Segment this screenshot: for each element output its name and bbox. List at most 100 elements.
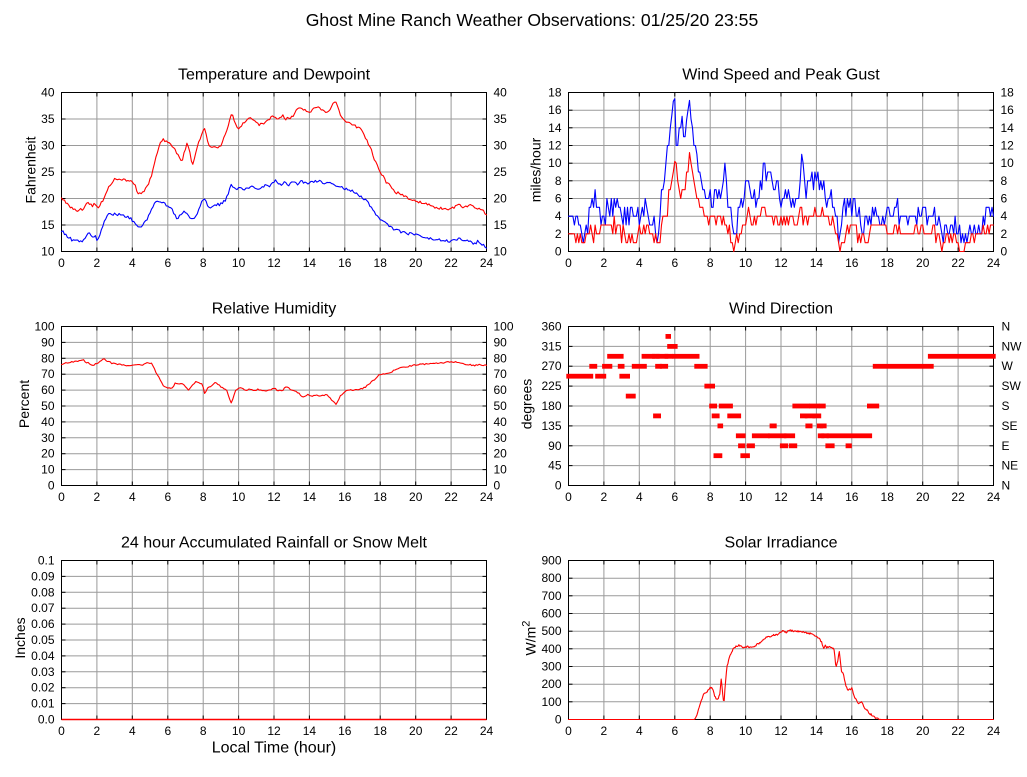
svg-text:0: 0	[555, 713, 562, 727]
svg-text:Local Time (hour): Local Time (hour)	[212, 740, 337, 757]
svg-text:14: 14	[303, 256, 317, 270]
svg-text:W: W	[1002, 359, 1014, 373]
svg-text:0: 0	[48, 479, 55, 493]
svg-text:12: 12	[267, 490, 281, 504]
svg-text:35: 35	[41, 112, 55, 126]
svg-text:SW: SW	[1002, 379, 1022, 393]
svg-text:22: 22	[951, 256, 965, 270]
svg-text:0.06: 0.06	[31, 617, 55, 631]
svg-text:90: 90	[41, 335, 55, 349]
svg-text:Percent: Percent	[16, 380, 32, 428]
svg-text:10: 10	[494, 463, 508, 477]
svg-text:8: 8	[707, 490, 714, 504]
svg-text:60: 60	[494, 383, 508, 397]
svg-text:18: 18	[881, 724, 895, 738]
svg-text:20: 20	[409, 490, 423, 504]
svg-text:90: 90	[494, 335, 508, 349]
svg-text:24: 24	[480, 724, 494, 738]
svg-text:20: 20	[916, 490, 930, 504]
svg-text:16: 16	[338, 256, 352, 270]
svg-text:12: 12	[267, 724, 281, 738]
svg-text:50: 50	[494, 399, 508, 413]
svg-text:8: 8	[200, 256, 207, 270]
svg-text:12: 12	[267, 256, 281, 270]
svg-text:30: 30	[494, 139, 508, 153]
svg-text:0.08: 0.08	[31, 585, 55, 599]
svg-text:14: 14	[1001, 121, 1015, 135]
svg-text:2: 2	[555, 227, 562, 241]
svg-text:6: 6	[555, 192, 562, 206]
svg-text:4: 4	[129, 724, 136, 738]
svg-text:6: 6	[164, 490, 171, 504]
svg-text:315: 315	[541, 339, 561, 353]
svg-text:4: 4	[555, 209, 562, 223]
svg-text:45: 45	[548, 459, 562, 473]
svg-text:miles/hour: miles/hour	[528, 137, 544, 202]
svg-text:16: 16	[338, 490, 352, 504]
svg-text:0.0: 0.0	[38, 713, 55, 727]
svg-text:8: 8	[555, 174, 562, 188]
svg-text:2: 2	[94, 724, 101, 738]
svg-text:135: 135	[541, 419, 561, 433]
svg-text:22: 22	[951, 490, 965, 504]
svg-text:6: 6	[1001, 192, 1008, 206]
svg-text:6: 6	[164, 256, 171, 270]
svg-text:180: 180	[541, 399, 561, 413]
svg-text:0.01: 0.01	[31, 697, 55, 711]
svg-text:12: 12	[774, 490, 788, 504]
svg-text:24: 24	[987, 256, 1001, 270]
svg-text:0: 0	[555, 479, 562, 493]
svg-text:24: 24	[480, 256, 494, 270]
svg-text:0: 0	[1001, 245, 1008, 259]
svg-text:500: 500	[541, 624, 561, 638]
svg-text:4: 4	[636, 490, 643, 504]
svg-text:900: 900	[541, 554, 561, 568]
svg-text:E: E	[1002, 439, 1010, 453]
svg-text:24: 24	[987, 724, 1001, 738]
svg-text:0.09: 0.09	[31, 569, 55, 583]
svg-text:90: 90	[548, 439, 562, 453]
svg-text:14: 14	[810, 490, 824, 504]
svg-text:100: 100	[34, 320, 54, 334]
svg-text:18: 18	[548, 86, 562, 100]
svg-text:2: 2	[601, 490, 608, 504]
svg-text:10: 10	[739, 256, 753, 270]
svg-text:40: 40	[41, 86, 55, 100]
svg-text:SE: SE	[1002, 419, 1018, 433]
svg-text:14: 14	[303, 724, 317, 738]
svg-text:4: 4	[129, 490, 136, 504]
svg-text:0: 0	[555, 245, 562, 259]
svg-text:100: 100	[541, 695, 561, 709]
svg-text:10: 10	[232, 724, 246, 738]
svg-text:24: 24	[987, 490, 1001, 504]
svg-text:10: 10	[494, 245, 508, 259]
svg-text:700: 700	[541, 589, 561, 603]
svg-text:4: 4	[1001, 209, 1008, 223]
svg-text:14: 14	[548, 121, 562, 135]
svg-text:12: 12	[774, 724, 788, 738]
svg-text:18: 18	[1001, 86, 1015, 100]
svg-text:80: 80	[494, 351, 508, 365]
svg-text:8: 8	[200, 490, 207, 504]
svg-text:10: 10	[739, 490, 753, 504]
svg-text:4: 4	[129, 256, 136, 270]
svg-text:18: 18	[374, 256, 388, 270]
svg-text:400: 400	[541, 642, 561, 656]
svg-text:14: 14	[810, 724, 824, 738]
svg-text:600: 600	[541, 607, 561, 621]
svg-text:16: 16	[548, 103, 562, 117]
svg-text:12: 12	[1001, 139, 1015, 153]
svg-text:20: 20	[916, 256, 930, 270]
svg-text:Inches: Inches	[12, 617, 28, 658]
svg-text:0: 0	[565, 490, 572, 504]
svg-text:4: 4	[636, 256, 643, 270]
svg-text:10: 10	[232, 256, 246, 270]
svg-text:20: 20	[494, 192, 508, 206]
svg-text:22: 22	[444, 490, 458, 504]
svg-text:16: 16	[845, 724, 859, 738]
svg-text:18: 18	[881, 256, 895, 270]
svg-text:22: 22	[444, 724, 458, 738]
svg-text:Ghost Mine Ranch Weather Obser: Ghost Mine Ranch Weather Observations: 0…	[306, 10, 759, 30]
svg-text:N: N	[1002, 320, 1011, 334]
svg-text:10: 10	[548, 156, 562, 170]
